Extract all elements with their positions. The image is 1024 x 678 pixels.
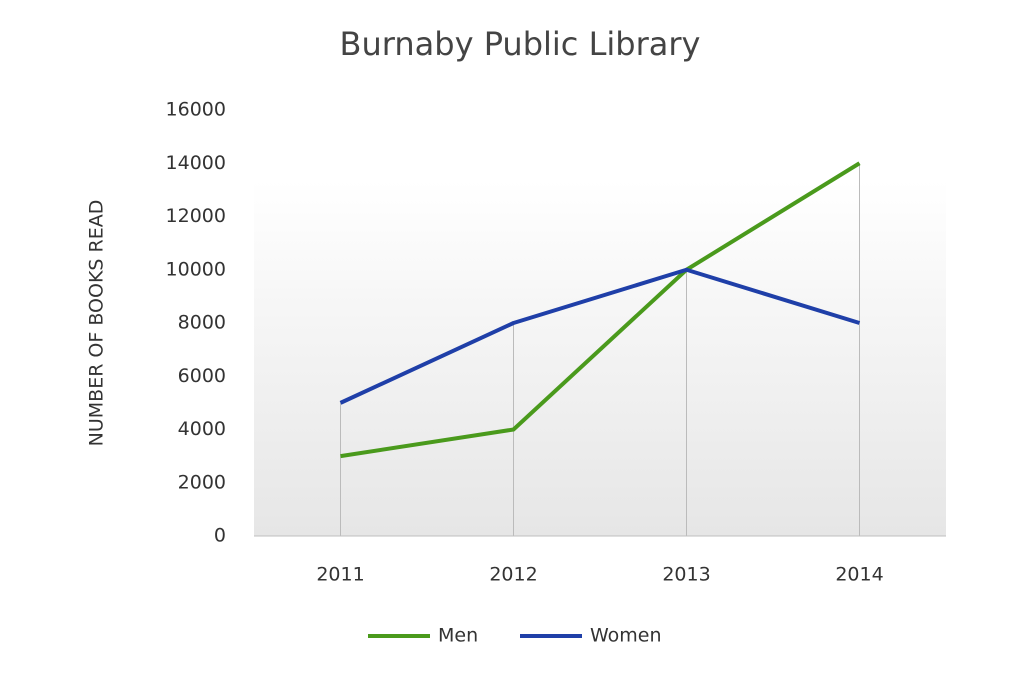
y-tick-label: 12000 <box>166 205 226 227</box>
line-series <box>339 267 861 405</box>
y-tick-label: 10000 <box>166 258 226 280</box>
x-tick-label: 2011 <box>316 564 364 586</box>
y-tick-label: 16000 <box>166 99 226 121</box>
y-tick-label: 14000 <box>166 152 226 174</box>
y-tick-label: 0 <box>214 525 226 547</box>
legend-label: Women <box>590 625 662 647</box>
legend-label: Men <box>438 625 478 647</box>
y-tick-label: 8000 <box>178 312 226 334</box>
x-tick-label: 2013 <box>662 564 710 586</box>
chart-title: Burnaby Public Library <box>340 25 701 63</box>
plot-background <box>254 180 946 536</box>
x-tick-label: 2012 <box>489 564 537 586</box>
y-tick-label: 2000 <box>178 471 226 493</box>
y-axis-label: NUMBER OF BOOKS READ <box>86 200 108 447</box>
line-series <box>340 161 861 459</box>
y-tick-label: 6000 <box>178 365 226 387</box>
x-tick-label: 2014 <box>835 564 883 586</box>
y-tick-label: 4000 <box>178 418 226 440</box>
